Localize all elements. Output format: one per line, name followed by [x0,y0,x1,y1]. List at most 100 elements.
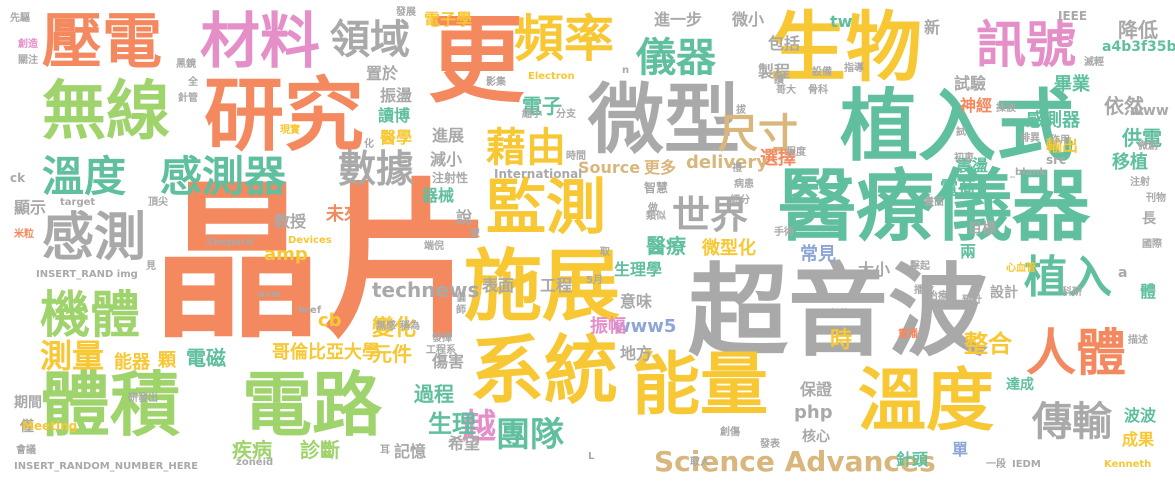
word-world: 世界 [672,193,749,237]
word-needle: 針頭 [896,450,929,469]
word-n: n [622,65,630,76]
word-include: 包括 [768,34,801,53]
word-shepard: Shepard [206,237,254,248]
word-research-sci: 科研 [1062,287,1082,298]
word-replay: 重播 [898,329,918,340]
word-electronics: 電子學 [424,10,473,29]
word-source: Source [578,158,641,177]
word-electron: Electron [528,71,575,82]
word-future: 未來 [326,204,362,225]
word-try: 試 [956,127,966,138]
word-tw: tw [830,12,853,31]
word-journal: 刊物 [1146,193,1166,204]
word-wireless: 無線 [42,75,170,149]
word-rejection: 排異 [1020,133,1040,144]
word-subdivide: 細分 [730,195,750,206]
word-implant: 植入 [1024,252,1112,303]
word-partial: 偏 [456,293,466,304]
word-temperature: 溫度 [42,152,127,201]
word-ceremony: 禮 [732,163,742,174]
word-may: 5月 [586,275,603,286]
word-conference: 會議 [16,445,36,456]
word-href: href [298,305,322,316]
word-iedm: IEDM [1012,459,1041,470]
word-further: 進一步 [654,10,703,29]
word-amp: amp [264,244,308,265]
word-oscillation: 震盪 [956,156,989,175]
word-display: 顯示 [14,198,47,217]
word-physiology-study: 生理學 [614,260,663,279]
word-more: 更 [428,4,524,116]
word-reduce: 減小 [430,150,463,169]
word-charge: 電荷 [940,178,976,199]
word-black-mirror: 黑鏡 [176,59,196,70]
word-energy: 能量 [632,346,769,425]
word-trauma: 創傷 [720,427,740,438]
word-still: 依然 [1104,94,1144,118]
word-sensing: 感測 [42,208,147,268]
word-www5: www5 [614,316,677,337]
word-follow: 關注 [18,55,38,66]
word-research: 研究 [204,69,364,162]
word-devices: Devices [288,235,332,246]
word-core: 核心 [802,429,830,445]
word-reduce-light: 滅輕 [1084,57,1104,68]
word-cb: cb [318,310,342,331]
word-volume: 體積 [40,364,180,446]
word-surgery: 手術 [774,227,794,238]
word-signal: 訊號 [976,16,1076,74]
word-output: 輸出 [1046,136,1079,155]
word-common: 常見 [800,244,836,265]
word-medical-device: 醫療儀器 [778,162,1091,252]
word-place: 地方 [620,344,653,363]
word-place-on: 置於 [366,64,399,83]
word-exert: 發揮 [432,333,452,344]
word-harm: 傷害 [432,352,465,371]
word-kenneth: Kenneth [1104,459,1152,470]
word-monitor: 監測 [486,173,606,243]
word-treatment: 治療 [928,291,948,302]
word-php: php [794,402,833,423]
word-orthopedic: 骨科 [808,85,828,96]
word-biology: 生物 [770,3,922,92]
word-body: 機體 [40,286,140,344]
word-system: 系統 [470,328,618,414]
word-new: 新 [924,18,941,37]
word-disease: 疾病 [232,438,272,462]
word-technews: technews [372,278,480,302]
word-change: 變化 [372,316,417,341]
word-publish: 發表 [760,439,780,450]
word-record: 紀錄 [830,309,850,320]
word-temperature-large: 溫度 [858,362,995,441]
word-chip: 晶片 [152,164,493,362]
word-implantable: 植入式 [840,82,1075,172]
word-www: www [1130,103,1169,119]
word-teacher: 師 [456,305,466,316]
word-meeting: Meeting [22,419,78,433]
word-wave: 波波 [1124,406,1157,425]
word-choose: 選擇 [760,148,796,169]
word-team: 團隊 [496,415,564,455]
word-patient: 病患 [734,179,754,190]
word-time: 時 [830,328,853,353]
word-rice-grain: 米粒 [14,229,34,240]
word-a-period: 一段 [986,459,1006,470]
word-means: 意味 [620,292,653,311]
word-L: L [588,451,595,462]
word-minimally-invasive: 微創 [1138,141,1158,152]
word-material: 材料 [200,7,320,77]
word-electronic: 電子 [522,94,562,118]
word-target-en: target [60,197,96,208]
word-pull: 拔 [736,105,746,116]
word-do: 做 [648,203,658,214]
word-trial: 試驗 [954,74,987,93]
word-design: 設計 [990,285,1018,301]
word-phd: 讀博 [378,106,411,125]
word-all: 全 [188,77,198,88]
word-period: 期間 [14,395,42,411]
word-professor: 教授 [274,212,307,231]
word-memory: 記憶 [394,442,427,461]
word-ieee: IEEE [1058,9,1088,23]
word-needle-tube: 針管 [178,93,198,104]
word-transmit: 傳輸 [1032,399,1112,445]
